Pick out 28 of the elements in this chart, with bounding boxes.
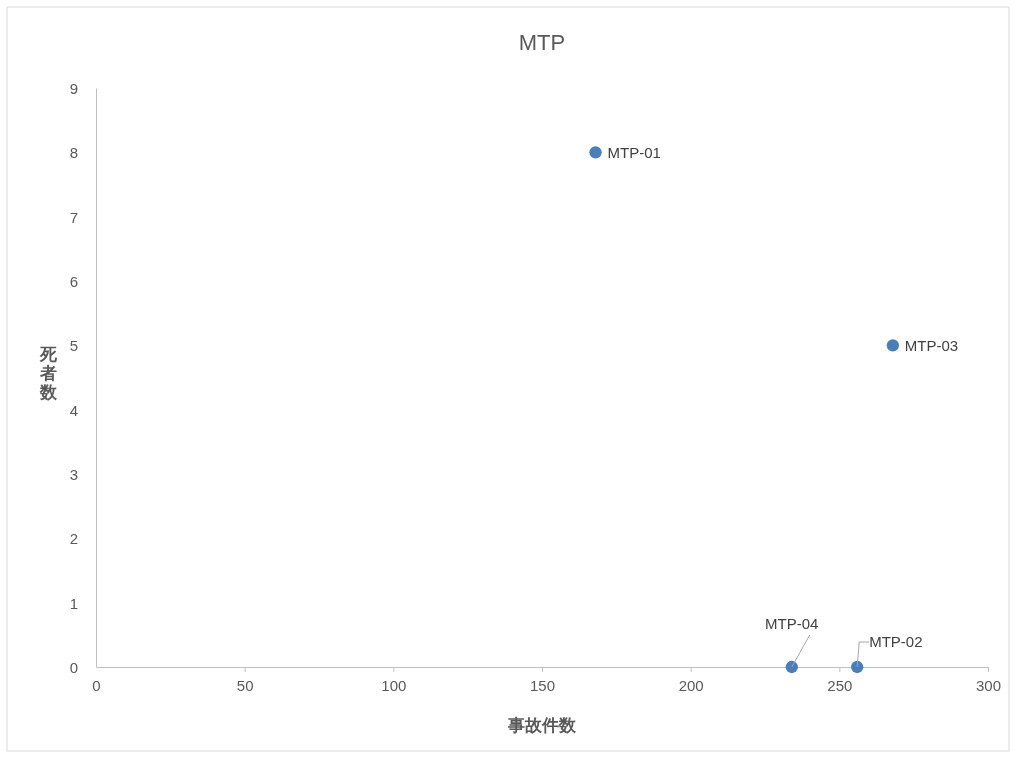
x-tick-label: 50: [236, 676, 254, 694]
point: [850, 660, 864, 674]
chart-title: MTP: [518, 30, 566, 55]
y-tick-label: 5: [69, 337, 78, 355]
y-tick-label: 3: [69, 466, 78, 483]
y-tick-label: 9: [69, 80, 78, 97]
x-axis-title: 事故件数: [507, 716, 577, 735]
y-tick-label: 6: [69, 273, 78, 290]
annotation: MTP-02: [869, 633, 923, 650]
x-tick-label: 150: [529, 676, 556, 694]
annotation: MTP-04: [765, 615, 819, 632]
x-tick-label: 300: [975, 676, 1002, 694]
y-tick-label: 4: [69, 401, 78, 419]
annotation: MTP-03: [904, 337, 959, 355]
x-tick-label: 200: [678, 676, 704, 694]
y-axis-title: 死者数: [38, 345, 58, 402]
x-tick-label: 100: [381, 676, 407, 694]
y-tick-label: 2: [69, 530, 78, 548]
y-tick-label: 7: [69, 208, 78, 226]
annotation: MTP-01: [607, 144, 661, 162]
y-tick-label: 8: [69, 144, 78, 162]
point: [785, 660, 798, 674]
y-tick-label: 0: [69, 659, 78, 676]
x-tick-label: 0: [92, 676, 101, 694]
point: [589, 146, 602, 159]
point: [886, 339, 900, 352]
x-tick-label: 250: [827, 676, 853, 694]
y-tick-label: 1: [69, 594, 78, 612]
